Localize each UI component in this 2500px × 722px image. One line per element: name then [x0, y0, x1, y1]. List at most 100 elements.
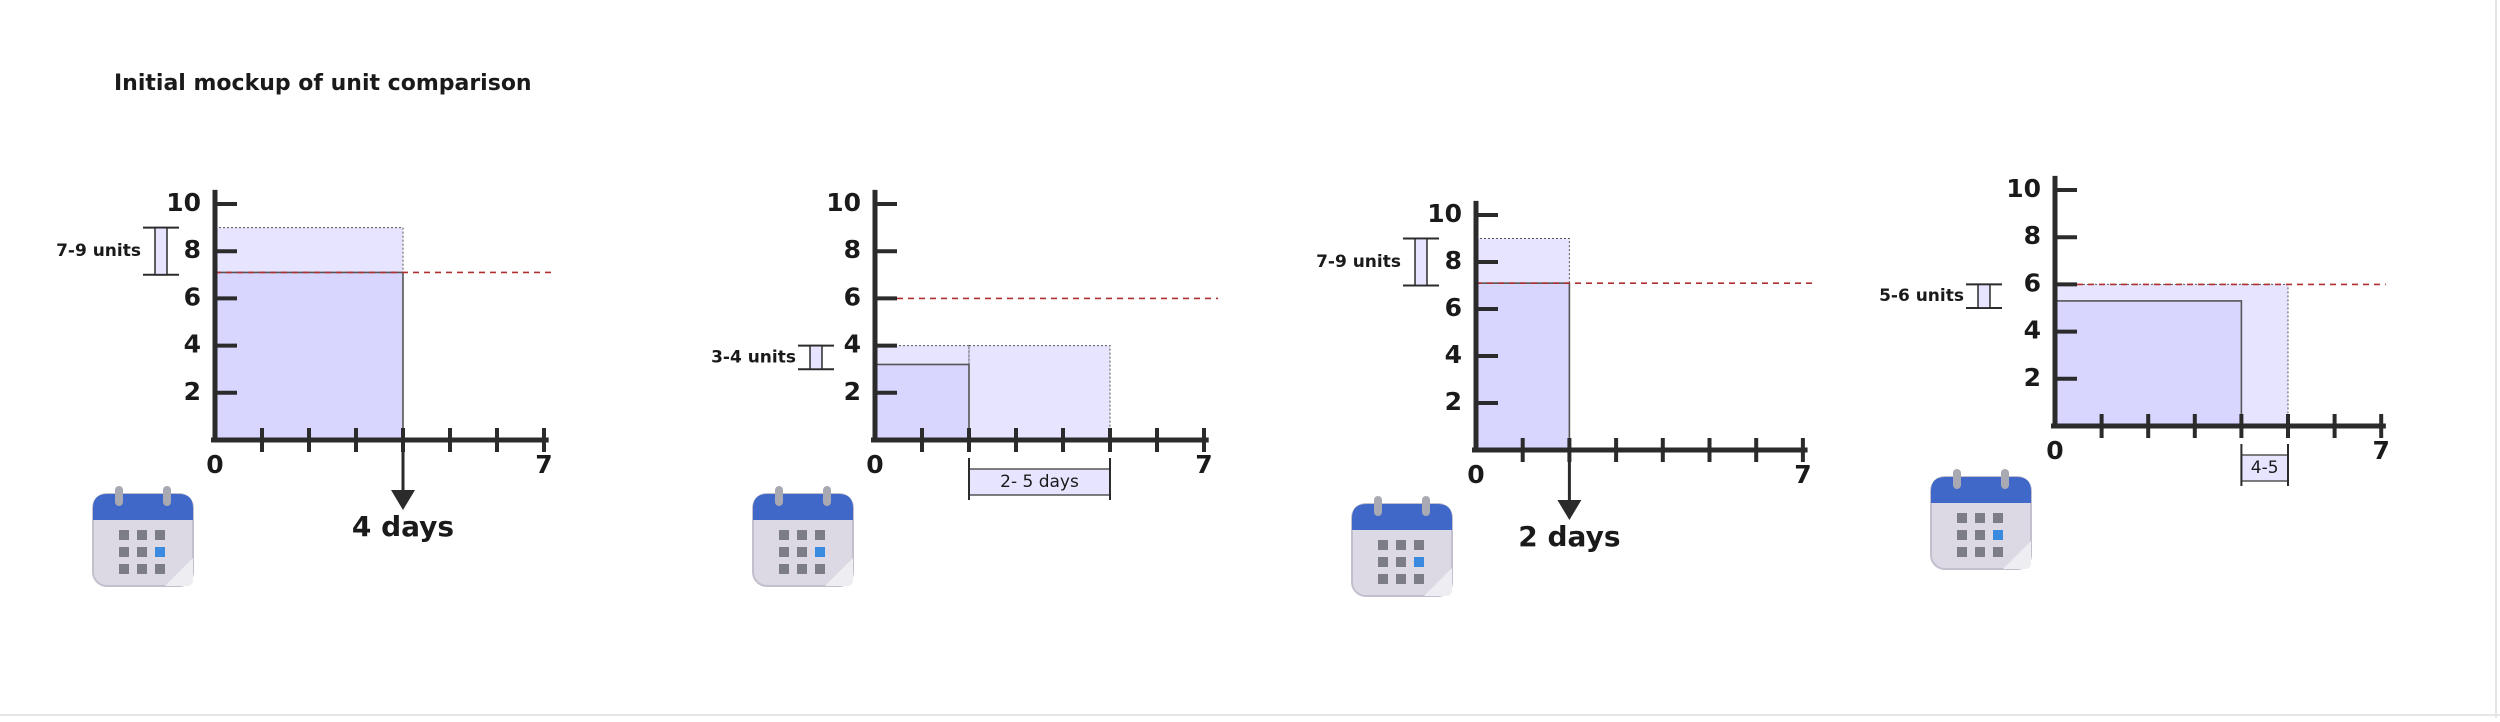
- calendar-cell: [1975, 547, 1985, 557]
- calendar-cell: [155, 547, 165, 557]
- calendar-cell: [1396, 557, 1406, 567]
- calendar-cell: [815, 530, 825, 540]
- y-tick-label: 6: [2024, 268, 2041, 297]
- calendar-cell: [779, 547, 789, 557]
- range-bar: [1475, 238, 1570, 451]
- y-tick-label: 4: [2024, 316, 2041, 345]
- range-label: 5-6 units: [1879, 286, 1964, 306]
- range-bar: [214, 227, 404, 441]
- calendar-cell: [137, 564, 147, 574]
- y-tick-label: 6: [1445, 293, 1462, 322]
- range-bar: [2054, 283, 2289, 427]
- calendar-cell: [137, 530, 147, 540]
- y-tick-label: 8: [2024, 221, 2041, 250]
- calendar-cell: [1993, 547, 2003, 557]
- x-tick-label: 0: [2046, 436, 2063, 465]
- calendar-cell: [779, 564, 789, 574]
- x-tick-label: 7: [1195, 450, 1212, 479]
- calendar-cell: [1957, 547, 1967, 557]
- value-bar: [874, 363, 970, 441]
- calendar-cell: [1975, 513, 1985, 523]
- calendar-ring: [1374, 496, 1382, 516]
- calendar-ring: [823, 486, 831, 506]
- duration-label: 2- 5 days: [1000, 472, 1079, 492]
- calendar-fold: [1424, 568, 1452, 596]
- calendar-header: [753, 494, 853, 520]
- x-tick-label: 7: [1794, 460, 1811, 489]
- calendar-header: [93, 494, 193, 520]
- calendar-header: [1931, 477, 2031, 503]
- calendar-cell: [815, 547, 825, 557]
- y-tick-label: 6: [184, 282, 201, 311]
- range-bracket: [809, 344, 823, 370]
- calendar-cell: [1993, 513, 2003, 523]
- y-tick-label: 2: [2024, 363, 2041, 392]
- range-bracket: [154, 226, 168, 276]
- calendar-icon: [1351, 496, 1453, 597]
- duration-span: [968, 468, 1111, 496]
- calendar-ring: [1953, 469, 1961, 489]
- y-tick-label: 10: [826, 188, 861, 217]
- calendar-icon: [752, 486, 854, 587]
- calendar-cell: [119, 530, 129, 540]
- calendar-cell: [1378, 574, 1388, 584]
- calendar-cell: [797, 564, 807, 574]
- y-tick-label: 10: [2006, 174, 2041, 203]
- range-label: 7-9 units: [1316, 252, 1401, 272]
- x-tick-label: 7: [535, 450, 552, 479]
- calendar-cell: [1957, 513, 1967, 523]
- calendar-ring: [1422, 496, 1430, 516]
- duration-label: 4-5: [2251, 458, 2279, 478]
- y-tick-label: 2: [184, 377, 201, 406]
- value-bar: [2054, 300, 2243, 427]
- calendar-cell: [1396, 540, 1406, 550]
- y-tick-label: 6: [844, 282, 861, 311]
- y-tick-label: 8: [184, 235, 201, 264]
- calendar-header: [1352, 504, 1452, 530]
- calendar-cell: [1414, 557, 1424, 567]
- range-bracket: [1414, 237, 1428, 287]
- calendar-cell: [1993, 530, 2003, 540]
- calendar-cell: [1378, 557, 1388, 567]
- range-label: 3-4 units: [711, 347, 796, 367]
- calendar-cell: [797, 547, 807, 557]
- calendar-cell: [1414, 540, 1424, 550]
- calendar-cell: [137, 547, 147, 557]
- calendar-cell: [119, 564, 129, 574]
- calendar-cell: [1975, 530, 1985, 540]
- duration-label: 2 days: [1518, 520, 1620, 553]
- y-tick-label: 10: [166, 188, 201, 217]
- x-tick-label: 7: [2372, 436, 2389, 465]
- calendar-cell: [155, 564, 165, 574]
- range-label: 7-9 units: [56, 241, 141, 261]
- y-tick-label: 10: [1427, 199, 1462, 228]
- calendar-ring: [2001, 469, 2009, 489]
- duration-arrowhead: [1557, 500, 1582, 520]
- page-title: Initial mockup of unit comparison: [114, 71, 532, 96]
- duration-arrowhead: [391, 490, 415, 510]
- x-tick-label: 0: [206, 450, 223, 479]
- y-tick-label: 4: [1445, 340, 1462, 369]
- calendar-cell: [1378, 540, 1388, 550]
- y-tick-label: 8: [844, 235, 861, 264]
- calendar-ring: [163, 486, 171, 506]
- y-tick-label: 2: [1445, 387, 1462, 416]
- duration-label: 4 days: [352, 510, 454, 543]
- calendar-fold: [825, 558, 853, 586]
- calendar-cell: [1396, 574, 1406, 584]
- y-tick-label: 8: [1445, 246, 1462, 275]
- calendar-fold: [165, 558, 193, 586]
- y-tick-label: 2: [844, 377, 861, 406]
- calendar-cell: [119, 547, 129, 557]
- calendar-ring: [115, 486, 123, 506]
- calendar-fold: [2003, 541, 2031, 569]
- calendar-cell: [155, 530, 165, 540]
- calendar-ring: [775, 486, 783, 506]
- calendar-cell: [797, 530, 807, 540]
- calendar-cell: [1957, 530, 1967, 540]
- calendar-cell: [779, 530, 789, 540]
- calendar-icon: [92, 486, 194, 587]
- calendar-icon: [1930, 469, 2032, 570]
- x-tick-label: 0: [866, 450, 883, 479]
